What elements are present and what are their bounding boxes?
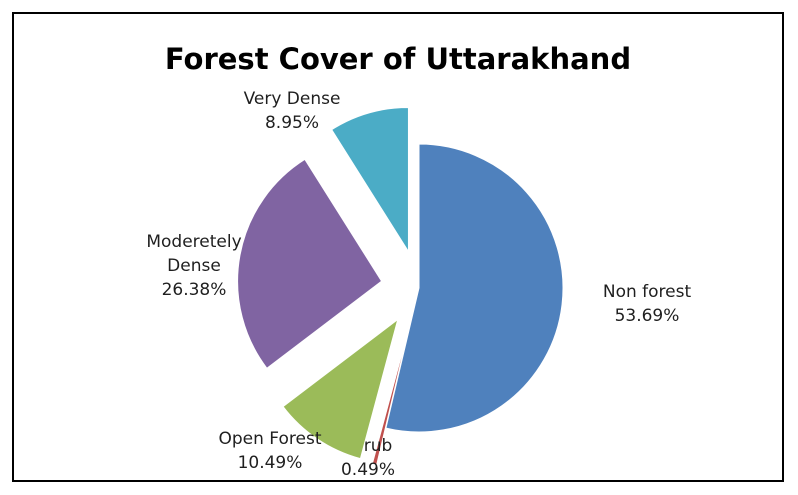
pie-chart: Non forest 53.69%Scrub 0.49%Open Forest 10.… [146,89,692,480]
pie-slice-moderetely-dense [237,158,383,369]
chart-title: Forest Cover of Uttarakhand [164,42,632,76]
pie-slice-non-forest [385,143,564,433]
data-label-open-forest: Open Forest 10.49% [219,429,322,473]
data-label-moderetely-dense: Moderetely Dense 26.38% [146,232,241,300]
pie-slice-very-dense [330,106,409,254]
pie-slice-open-forest [282,318,399,460]
data-label-very-dense: Very Dense 8.95% [244,89,341,133]
pie-slice-scrub [371,324,411,466]
data-label-non-forest: Non forest 53.69% [603,282,692,326]
chart-frame: Forest Cover of Uttarakhand Non forest 53… [12,12,784,482]
